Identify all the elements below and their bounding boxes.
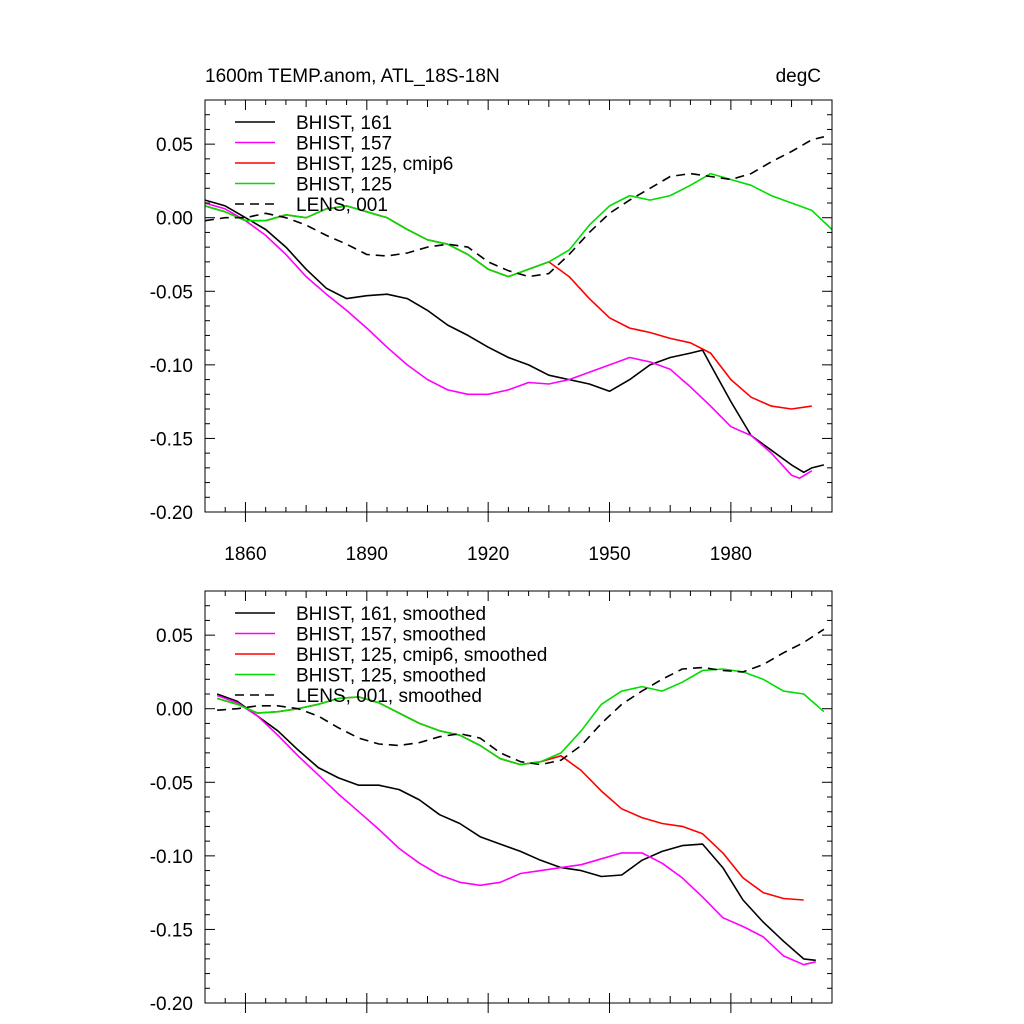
top-series-bhist-161	[205, 199, 825, 474]
bottom-ytick-label: -0.10	[150, 847, 193, 868]
top-ytick-label: 0.00	[156, 209, 193, 230]
top-legend-label: BHIST, 161	[296, 113, 392, 134]
top-legend-label: BHIST, 157	[296, 134, 392, 155]
bottom-series-bhist-157-smoothed	[216, 694, 816, 966]
top-series-bhist-157	[205, 202, 813, 480]
top-panel-title: 1600m TEMP.anom, ATL_18S-18N	[205, 66, 500, 87]
top-ytick-label: 0.05	[156, 135, 193, 156]
top-series-lens-001	[205, 136, 825, 278]
bottom-legend-label: BHIST, 125, smoothed	[296, 666, 486, 687]
top-panel: 1600m TEMP.anom, ATL_18S-18N degC -0.20-…	[150, 66, 833, 565]
top-xtick-label: 1890	[346, 544, 388, 565]
top-panel-axes: -0.20 -0.15 -0.10 -0.05 0.00 0.05 1860 1890 1920…	[150, 99, 833, 565]
bottom-ytick-label: 0.05	[156, 626, 193, 647]
bottom-ytick-label: -0.15	[150, 920, 193, 941]
top-xtick-label: 1950	[588, 544, 630, 565]
bottom-panel: -0.20 -0.15 -0.10 -0.05 0.00 0.05 BHIST, 161,…	[150, 590, 833, 1015]
bottom-panel-series	[216, 628, 825, 966]
bottom-ytick-label: -0.20	[150, 994, 193, 1015]
bottom-series-bhist-125-smoothed	[216, 668, 825, 766]
top-ytick-label: -0.20	[150, 503, 193, 524]
top-legend-label: BHIST, 125	[296, 175, 392, 196]
bottom-series-lens-001-smoothed	[217, 628, 825, 766]
bottom-legend-label: BHIST, 125, cmip6, smoothed	[296, 645, 547, 666]
top-xtick-label: 1860	[224, 544, 266, 565]
top-ytick-label: -0.15	[150, 429, 193, 450]
top-legend-label: BHIST, 125, cmip6	[296, 154, 453, 175]
top-legend-label: LENS, 001	[296, 195, 388, 216]
top-ytick-label: -0.05	[150, 282, 193, 303]
bottom-series-bhist-161-smoothed	[216, 693, 816, 962]
top-ytick-label: -0.10	[150, 356, 193, 377]
bottom-panel-axes: -0.20 -0.15 -0.10 -0.05 0.00 0.05	[150, 590, 833, 1015]
top-panel-series	[205, 136, 832, 480]
top-xtick-label: 1920	[467, 544, 509, 565]
top-xtick-label: 1980	[710, 544, 752, 565]
top-panel-units: degC	[776, 66, 821, 87]
bottom-legend-label: LENS, 001, smoothed	[296, 686, 482, 707]
bottom-legend-label: BHIST, 157, smoothed	[296, 625, 486, 646]
bottom-legend-label: BHIST, 161, smoothed	[296, 604, 486, 625]
bottom-ytick-label: 0.00	[156, 700, 193, 721]
bottom-ytick-label: -0.05	[150, 773, 193, 794]
